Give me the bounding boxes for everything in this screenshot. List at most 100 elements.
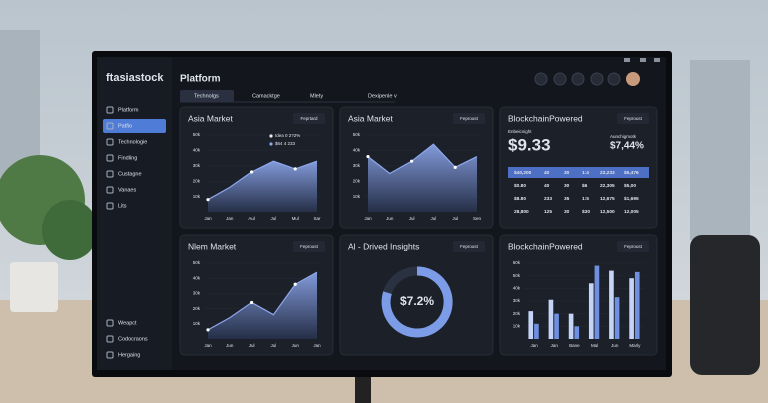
y-tick-label: 60k bbox=[513, 260, 521, 265]
table-cell: 30 bbox=[564, 170, 570, 176]
panel-title: Nlem Market bbox=[188, 241, 237, 251]
panel-button-label: Feproust bbox=[624, 244, 643, 249]
sidebar-icon bbox=[106, 122, 114, 130]
header-icon[interactable] bbox=[534, 72, 548, 86]
avatar[interactable] bbox=[626, 72, 640, 86]
bar bbox=[574, 326, 580, 339]
donut-center: $7.2% bbox=[400, 294, 434, 308]
panel-button[interactable] bbox=[293, 241, 325, 252]
x-tick-label: Jul bbox=[431, 216, 437, 221]
sidebar-item: Findling bbox=[118, 155, 137, 161]
sidebar-item: Hergaing bbox=[118, 352, 140, 358]
y-tick-label: 50k bbox=[193, 132, 201, 137]
x-tick-label: Jul bbox=[271, 216, 277, 221]
area-line bbox=[207, 271, 318, 331]
table-cell: $6 bbox=[582, 183, 588, 189]
sidebar-icon bbox=[106, 351, 114, 359]
table-cell: 125 bbox=[544, 209, 552, 215]
table-cell: 40 bbox=[544, 183, 550, 189]
table-cell: $40,200 bbox=[514, 170, 532, 176]
panel-button[interactable] bbox=[453, 113, 485, 124]
point bbox=[293, 282, 297, 286]
table-cell: 1:4 bbox=[582, 170, 589, 176]
stat-value: $9.33 bbox=[508, 135, 551, 154]
table-cell: 22,305 bbox=[600, 183, 615, 189]
panel-button[interactable] bbox=[617, 113, 649, 124]
header-icon[interactable] bbox=[571, 72, 585, 86]
page-title: Platform bbox=[180, 74, 221, 85]
panel bbox=[339, 234, 494, 356]
x-tick-label: Jan bbox=[313, 343, 321, 348]
point bbox=[366, 154, 370, 159]
bar bbox=[548, 299, 554, 339]
x-tick-label: Sar bbox=[313, 216, 321, 221]
x-tick-label: Jan bbox=[226, 216, 234, 221]
y-tick-label: 30k bbox=[193, 163, 201, 168]
point bbox=[206, 328, 210, 332]
sidebar-icon bbox=[106, 138, 114, 146]
x-tick-label: Mal bbox=[591, 343, 598, 348]
bar bbox=[609, 270, 614, 339]
y-tick-label: 30k bbox=[513, 298, 521, 303]
panel-title: Al - Drived Insights bbox=[348, 241, 419, 251]
table-cell: 23,233 bbox=[600, 170, 615, 176]
stat-label: Aunchigmotk bbox=[610, 134, 637, 139]
legend-label: $64 4 233 bbox=[275, 141, 296, 146]
tab-active bbox=[180, 90, 234, 102]
sidebar-item: Codocraons bbox=[118, 336, 148, 342]
stat-label: Enbeicnight bbox=[508, 129, 532, 134]
x-tick-label: Jan bbox=[204, 216, 212, 221]
y-tick-label: 20k bbox=[513, 311, 521, 316]
window-control[interactable] bbox=[654, 58, 660, 62]
y-tick-label: 40k bbox=[193, 275, 201, 280]
sidebar bbox=[97, 57, 172, 370]
chair bbox=[690, 235, 760, 375]
panel-button[interactable] bbox=[453, 241, 485, 252]
y-tick-label: 30k bbox=[353, 163, 361, 168]
sidebar-active[interactable] bbox=[103, 119, 166, 133]
table-cell: 233 bbox=[544, 196, 552, 202]
header-icon[interactable] bbox=[590, 72, 604, 86]
panel-button[interactable] bbox=[617, 241, 649, 252]
point bbox=[293, 167, 297, 171]
table-cell: 28,800 bbox=[514, 209, 529, 215]
legend-dot bbox=[269, 142, 273, 146]
table-cell: $8.80 bbox=[514, 196, 526, 202]
x-tick-label: Jun bbox=[292, 343, 300, 348]
sidebar-icon bbox=[106, 154, 114, 162]
window-control[interactable] bbox=[624, 58, 630, 62]
sidebar-item: Vanaes bbox=[118, 187, 136, 193]
y-tick-label: 20k bbox=[193, 306, 201, 311]
bar bbox=[528, 311, 534, 339]
y-tick-label: 10k bbox=[353, 194, 361, 199]
x-tick-label: Jun bbox=[611, 343, 619, 348]
point bbox=[206, 198, 210, 202]
x-tick-label: Jul bbox=[249, 343, 255, 348]
table-cell: 12,005 bbox=[624, 209, 639, 215]
panel-button[interactable] bbox=[293, 113, 325, 124]
x-tick-label: Marly bbox=[629, 343, 641, 348]
x-tick-label: Jan bbox=[204, 343, 212, 348]
bar bbox=[614, 297, 620, 339]
header-icon[interactable] bbox=[553, 72, 567, 86]
point bbox=[453, 165, 457, 169]
legend-dot bbox=[269, 134, 273, 138]
panel-button-label: Feprtard bbox=[300, 116, 318, 121]
tab: Technolgs bbox=[194, 93, 219, 99]
bar bbox=[534, 323, 539, 339]
header-icon[interactable] bbox=[607, 72, 621, 86]
x-tick-label: Jun bbox=[386, 216, 394, 221]
x-tick-label: Jul bbox=[271, 343, 277, 348]
table-cell: 1:5 bbox=[582, 196, 589, 202]
y-tick-label: 50k bbox=[513, 273, 521, 278]
table-cell: 35 bbox=[564, 196, 570, 202]
table-cell: 30 bbox=[564, 183, 570, 189]
building bbox=[690, 60, 750, 240]
tab: Mlety bbox=[310, 93, 323, 99]
window-control[interactable] bbox=[640, 58, 646, 62]
brand: ftasiastock bbox=[106, 72, 164, 84]
table-cell: $1,695 bbox=[624, 196, 639, 202]
panel-button-label: Feproust bbox=[460, 244, 479, 249]
